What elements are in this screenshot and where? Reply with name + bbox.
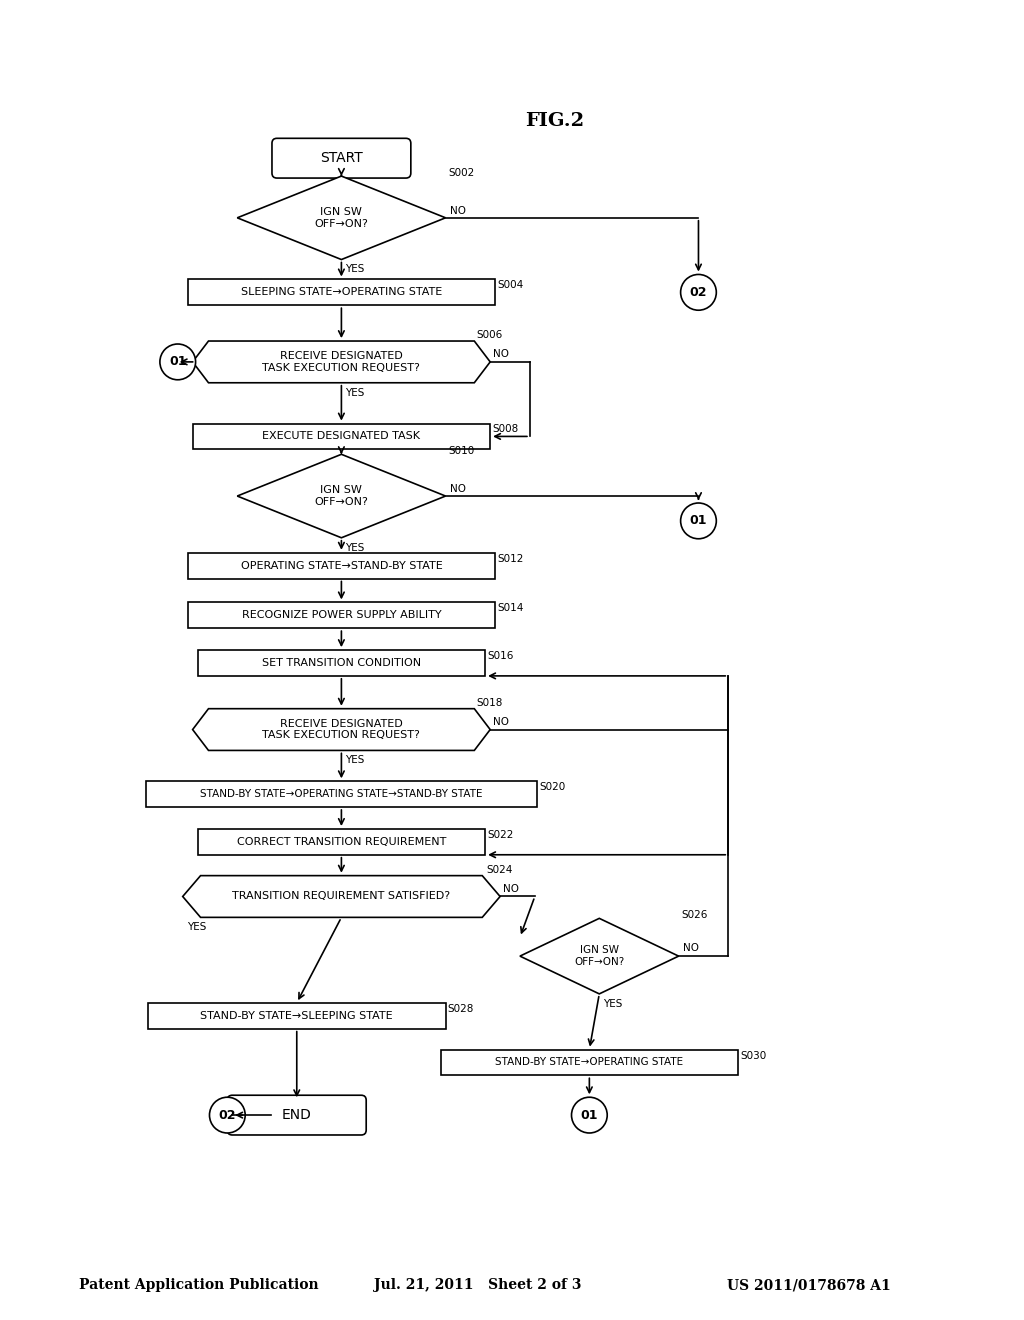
Text: S020: S020 — [540, 783, 565, 792]
Circle shape — [571, 1097, 607, 1133]
Text: NO: NO — [683, 944, 698, 953]
Bar — [198, 649, 485, 676]
Text: CORRECT TRANSITION REQUIREMENT: CORRECT TRANSITION REQUIREMENT — [237, 837, 446, 847]
Text: US 2011/0178678 A1: US 2011/0178678 A1 — [727, 1278, 891, 1292]
Text: START: START — [321, 152, 362, 165]
Text: Patent Application Publication: Patent Application Publication — [79, 1278, 318, 1292]
Text: NO: NO — [450, 206, 466, 216]
Text: NO: NO — [494, 717, 509, 726]
Text: Jul. 21, 2011   Sheet 2 of 3: Jul. 21, 2011 Sheet 2 of 3 — [374, 1278, 582, 1292]
Text: S024: S024 — [486, 865, 513, 875]
Text: IGN SW
OFF→ON?: IGN SW OFF→ON? — [574, 945, 625, 968]
Text: TRANSITION REQUIREMENT SATISFIED?: TRANSITION REQUIREMENT SATISFIED? — [232, 891, 451, 902]
Bar — [193, 424, 490, 449]
Text: STAND-BY STATE→OPERATING STATE: STAND-BY STATE→OPERATING STATE — [496, 1057, 683, 1068]
Circle shape — [160, 345, 196, 380]
Text: STAND-BY STATE→OPERATING STATE→STAND-BY STATE: STAND-BY STATE→OPERATING STATE→STAND-BY … — [200, 789, 482, 799]
Text: IGN SW
OFF→ON?: IGN SW OFF→ON? — [314, 207, 369, 228]
Text: SLEEPING STATE→OPERATING STATE: SLEEPING STATE→OPERATING STATE — [241, 288, 442, 297]
Text: S012: S012 — [497, 553, 523, 564]
FancyBboxPatch shape — [272, 139, 411, 178]
Circle shape — [681, 275, 717, 310]
Text: RECOGNIZE POWER SUPPLY ABILITY: RECOGNIZE POWER SUPPLY ABILITY — [242, 610, 441, 620]
Text: S014: S014 — [497, 603, 523, 614]
Polygon shape — [193, 709, 490, 751]
Polygon shape — [193, 341, 490, 383]
Text: S028: S028 — [447, 1003, 474, 1014]
Bar — [440, 1049, 738, 1076]
Text: STAND-BY STATE→SLEEPING STATE: STAND-BY STATE→SLEEPING STATE — [201, 1011, 393, 1020]
Text: RECEIVE DESIGNATED
TASK EXECUTION REQUEST?: RECEIVE DESIGNATED TASK EXECUTION REQUES… — [262, 351, 420, 372]
Text: 02: 02 — [218, 1109, 237, 1122]
Text: 01: 01 — [690, 515, 708, 528]
Text: S006: S006 — [476, 330, 503, 341]
Bar — [187, 553, 496, 578]
Text: S008: S008 — [493, 425, 518, 434]
Bar — [148, 1003, 445, 1028]
Text: S004: S004 — [497, 280, 523, 290]
Text: RECEIVE DESIGNATED
TASK EXECUTION REQUEST?: RECEIVE DESIGNATED TASK EXECUTION REQUES… — [262, 719, 420, 741]
Text: YES: YES — [345, 543, 365, 553]
Text: NO: NO — [494, 348, 509, 359]
Text: 01: 01 — [581, 1109, 598, 1122]
Polygon shape — [238, 176, 445, 260]
Text: FIG.2: FIG.2 — [525, 112, 585, 131]
Bar — [187, 602, 496, 628]
Text: S030: S030 — [740, 1051, 766, 1060]
Text: NO: NO — [503, 883, 519, 894]
Text: S018: S018 — [476, 698, 503, 708]
Bar — [187, 280, 496, 305]
Text: OPERATING STATE→STAND-BY STATE: OPERATING STATE→STAND-BY STATE — [241, 561, 442, 570]
FancyBboxPatch shape — [227, 1096, 367, 1135]
Text: NO: NO — [450, 484, 466, 494]
Text: YES: YES — [345, 755, 365, 766]
Text: SET TRANSITION CONDITION: SET TRANSITION CONDITION — [262, 657, 421, 668]
Text: S002: S002 — [449, 168, 475, 178]
Polygon shape — [520, 919, 679, 994]
Text: S022: S022 — [487, 830, 514, 840]
Text: YES: YES — [603, 999, 623, 1008]
Text: S016: S016 — [487, 651, 514, 661]
Text: IGN SW
OFF→ON?: IGN SW OFF→ON? — [314, 486, 369, 507]
Text: 01: 01 — [169, 355, 186, 368]
Text: EXECUTE DESIGNATED TASK: EXECUTE DESIGNATED TASK — [262, 432, 421, 441]
Circle shape — [210, 1097, 245, 1133]
Text: S010: S010 — [449, 446, 475, 457]
Polygon shape — [182, 875, 500, 917]
Polygon shape — [238, 454, 445, 537]
Bar — [198, 829, 485, 855]
Text: 02: 02 — [690, 286, 708, 298]
Text: S026: S026 — [682, 911, 708, 920]
Bar — [145, 781, 538, 807]
Text: YES: YES — [186, 923, 206, 932]
Text: END: END — [282, 1107, 311, 1122]
Circle shape — [681, 503, 717, 539]
Text: YES: YES — [345, 388, 365, 397]
Text: YES: YES — [345, 264, 365, 275]
